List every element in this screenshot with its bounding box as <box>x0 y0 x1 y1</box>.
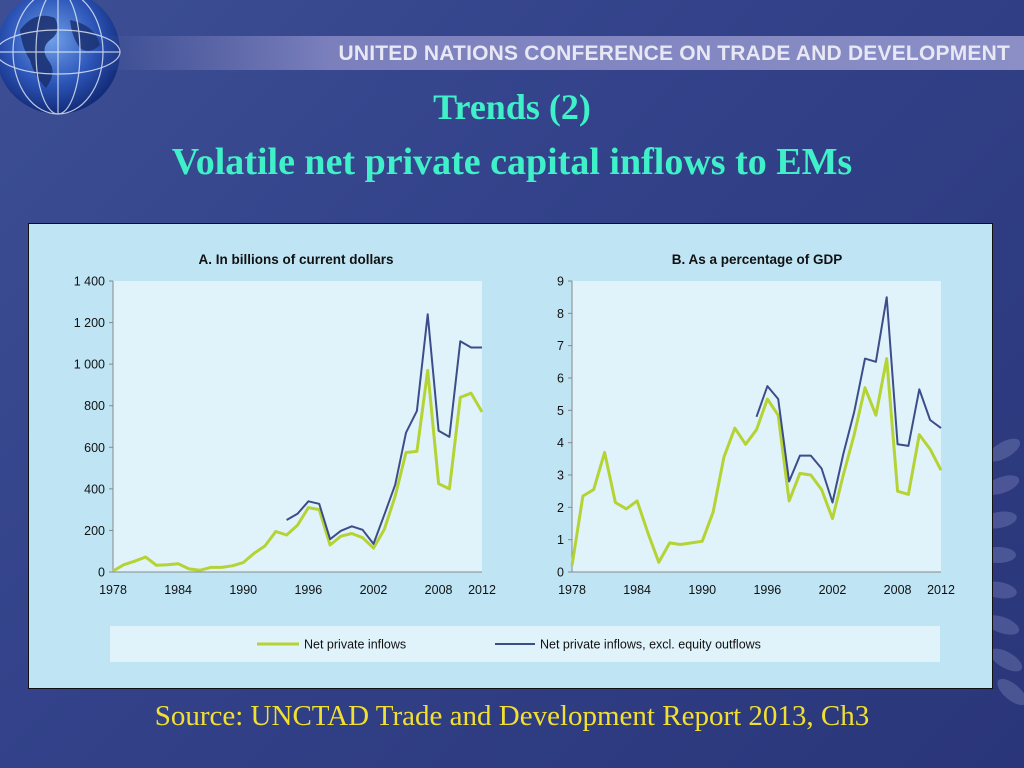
chart-a-x-tick-label: 2002 <box>360 583 388 597</box>
chart-a-x-tick-label: 1990 <box>229 583 257 597</box>
chart-b-x-tick-label: 1990 <box>688 583 716 597</box>
chart-a-y-tick-label: 1 000 <box>74 358 105 372</box>
chart-b-x-tick-label: 2002 <box>819 583 847 597</box>
chart-a-title: A. In billions of current dollars <box>198 252 393 267</box>
chart-b-y-tick-label: 4 <box>557 436 564 450</box>
chart-a-y-tick-label: 1 200 <box>74 316 105 330</box>
chart-panel: A. In billions of current dollars 0 200 40… <box>28 223 993 689</box>
chart-b-y-tick-label: 7 <box>557 339 564 353</box>
chart-b-y-tick-label: 9 <box>557 275 564 289</box>
chart-b-x-tick-label: 1996 <box>753 583 781 597</box>
chart-b-series-net-private-inflows <box>570 357 943 566</box>
legend-label-net-private-inflows: Net private inflows <box>304 638 406 652</box>
chart-a-y-tick-label: 0 <box>98 566 105 580</box>
chart-b-x-tick-label: 2012 <box>927 583 955 597</box>
chart-b-y-tick-label: 0 <box>557 566 564 580</box>
chart-a-y-tick-label: 400 <box>84 482 105 496</box>
chart-a-x-tick-label: 2008 <box>425 583 453 597</box>
chart-b-x-tick-label: 2008 <box>884 583 912 597</box>
header-band <box>100 36 1024 70</box>
chart-a-x-tick-label: 1984 <box>164 583 192 597</box>
chart-b-x-tick-label: 1984 <box>623 583 651 597</box>
source-citation: Source: UNCTAD Trade and Development Rep… <box>154 700 870 732</box>
chart-b-y-tick-label: 2 <box>557 501 564 515</box>
chart-b-y-tick-label: 6 <box>557 372 564 386</box>
organization-name: UNITED NATIONS CONFERENCE ON TRADE AND D… <box>338 42 1010 65</box>
chart-b-y-tick-label: 5 <box>557 404 564 418</box>
chart-a-y-tick-label: 800 <box>84 399 105 413</box>
chart-a-y-tick-label: 200 <box>84 524 105 538</box>
slide-title: Trends (2) <box>433 87 591 127</box>
chart-legend: Net private inflows Net private inflows,… <box>110 626 940 662</box>
chart-a-y-tick-label: 1 400 <box>74 275 105 289</box>
chart-b-series-excl-equity-outflows <box>755 296 942 504</box>
globe-logo <box>0 0 121 115</box>
chart-a-y-tick-label: 600 <box>84 441 105 455</box>
chart-a-x-tick-label: 1978 <box>99 583 127 597</box>
chart-b-x-tick-label: 1978 <box>558 583 586 597</box>
chart-b-y-tick-label: 1 <box>557 533 564 547</box>
chart-b-y-tick-label: 3 <box>557 469 564 483</box>
slide-subtitle: Volatile net private capital inflows to … <box>171 141 853 183</box>
chart-a-series-net-private-inflows <box>112 368 484 573</box>
chart-a-x-tick-label: 1996 <box>294 583 322 597</box>
chart-a-series-excl-equity-outflows <box>286 313 482 545</box>
chart-b: B. As a percentage of GDP 0 1 2 3 4 5 6 7 8 9 1978… <box>557 252 955 597</box>
charts-svg: A. In billions of current dollars 020040… <box>74 252 955 662</box>
chart-b-y-tick-label: 8 <box>557 307 564 321</box>
chart-a-x-tick-label: 2012 <box>468 583 496 597</box>
chart-a: A. In billions of current dollars 0 200 40… <box>74 252 496 597</box>
legend-label-excl-equity-outflows: Net private inflows, excl. equity outflo… <box>540 638 761 652</box>
chart-b-title: B. As a percentage of GDP <box>672 252 843 267</box>
